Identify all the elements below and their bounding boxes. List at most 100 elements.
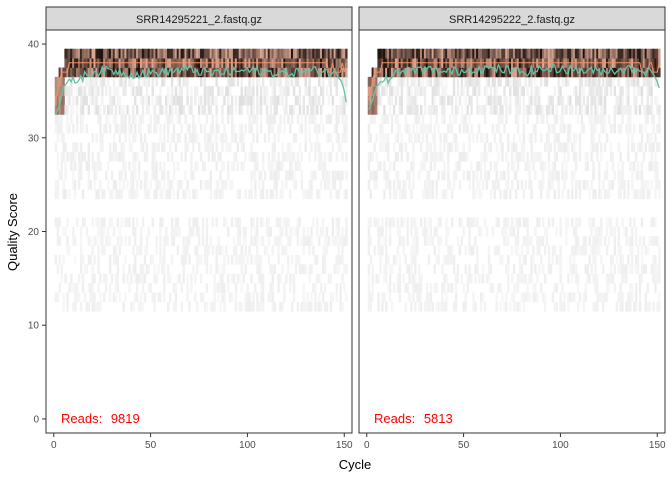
heat-cell <box>491 67 494 78</box>
heat-cell <box>460 273 464 284</box>
heat-cell <box>516 179 520 190</box>
heat-cell <box>658 104 661 115</box>
heat-cell <box>260 67 263 78</box>
heat-cell <box>573 133 576 143</box>
heat-cell <box>594 86 597 96</box>
heat-cell <box>229 76 232 87</box>
heat-cell <box>97 254 100 265</box>
heat-cell <box>406 76 409 87</box>
heat-cell <box>97 189 100 200</box>
heat-cell <box>258 170 261 181</box>
heat-cell <box>136 179 139 190</box>
heat-cell <box>68 245 71 256</box>
heat-cell <box>289 104 292 115</box>
heat-cell <box>642 236 646 246</box>
heat-cell <box>325 179 329 190</box>
heat-cell <box>194 217 197 228</box>
heat-cell <box>122 114 125 125</box>
heat-cell <box>310 264 313 275</box>
heat-cell <box>192 133 195 143</box>
heat-cell <box>418 67 421 78</box>
heat-cell <box>261 217 265 228</box>
heat-cell <box>178 86 181 96</box>
heat-cell <box>480 48 483 59</box>
heat-cell <box>167 179 170 190</box>
heat-cell <box>623 179 626 190</box>
heat-cell <box>343 67 346 78</box>
heat-cell <box>196 245 199 256</box>
heat-cell <box>421 133 425 143</box>
heat-cell <box>414 76 417 87</box>
heat-cell <box>423 151 427 162</box>
heat-cell <box>379 58 382 68</box>
heat-cell <box>507 264 510 275</box>
heat-cell <box>302 283 305 293</box>
heat-cell <box>485 76 489 87</box>
heat-cell <box>227 86 230 96</box>
heat-cell <box>122 104 125 115</box>
heat-cell <box>277 283 280 293</box>
heat-cell <box>267 236 271 246</box>
heat-cell <box>644 123 647 134</box>
heat-cell <box>633 142 636 153</box>
heat-cell <box>600 123 603 134</box>
heat-cell <box>242 67 245 78</box>
heat-cell <box>516 151 520 162</box>
heat-cell <box>87 161 90 171</box>
heat-cell <box>244 189 247 200</box>
heat-cell <box>512 161 516 171</box>
heat-cell <box>557 95 560 106</box>
heat-cell <box>617 104 620 115</box>
heat-cell <box>273 170 276 181</box>
heat-cell <box>341 301 344 312</box>
heat-cell <box>310 301 313 312</box>
heat-cell <box>574 264 578 275</box>
heat-cell <box>491 179 494 190</box>
heat-cell <box>385 67 388 78</box>
heat-cell <box>392 254 396 265</box>
heat-cell <box>190 133 193 143</box>
heat-cell <box>530 95 533 106</box>
heat-cell <box>269 104 273 115</box>
heat-cell <box>613 48 617 59</box>
heat-cell <box>263 170 267 181</box>
heat-cell <box>95 104 98 115</box>
heat-cell <box>627 236 630 246</box>
heat-cell <box>464 95 467 106</box>
panel-1-reads-prefix: Reads: <box>61 411 102 426</box>
heat-cell <box>108 189 112 200</box>
heat-cell <box>464 114 467 125</box>
heat-cell <box>549 179 553 190</box>
heat-cell <box>634 236 638 246</box>
heat-cell <box>167 189 170 200</box>
heat-cell <box>159 123 162 134</box>
heat-cell <box>487 273 491 284</box>
heat-cell <box>339 95 342 106</box>
heat-cell <box>375 104 378 115</box>
heat-cell <box>644 245 647 256</box>
heat-cell <box>594 301 597 312</box>
heat-cell <box>573 86 576 96</box>
heat-cell <box>648 236 651 246</box>
heat-cell <box>414 226 417 237</box>
heat-cell <box>118 48 121 59</box>
heat-cell <box>522 273 525 284</box>
heat-cell <box>116 236 120 246</box>
heat-cell <box>414 86 417 96</box>
heat-cell <box>89 76 92 87</box>
heat-cell <box>551 217 555 228</box>
heat-cell <box>236 161 240 171</box>
heat-cell <box>161 170 164 181</box>
heat-cell <box>460 76 464 87</box>
heat-cell <box>439 151 442 162</box>
heat-cell <box>565 217 568 228</box>
heat-cell <box>505 151 508 162</box>
heat-cell <box>310 142 313 153</box>
heat-cell <box>323 301 327 312</box>
heat-cell <box>62 292 65 303</box>
heat-cell <box>110 273 114 284</box>
heat-cell <box>392 48 396 59</box>
heat-cell <box>256 133 259 143</box>
heat-cell <box>584 283 587 293</box>
heat-cell <box>640 189 644 200</box>
